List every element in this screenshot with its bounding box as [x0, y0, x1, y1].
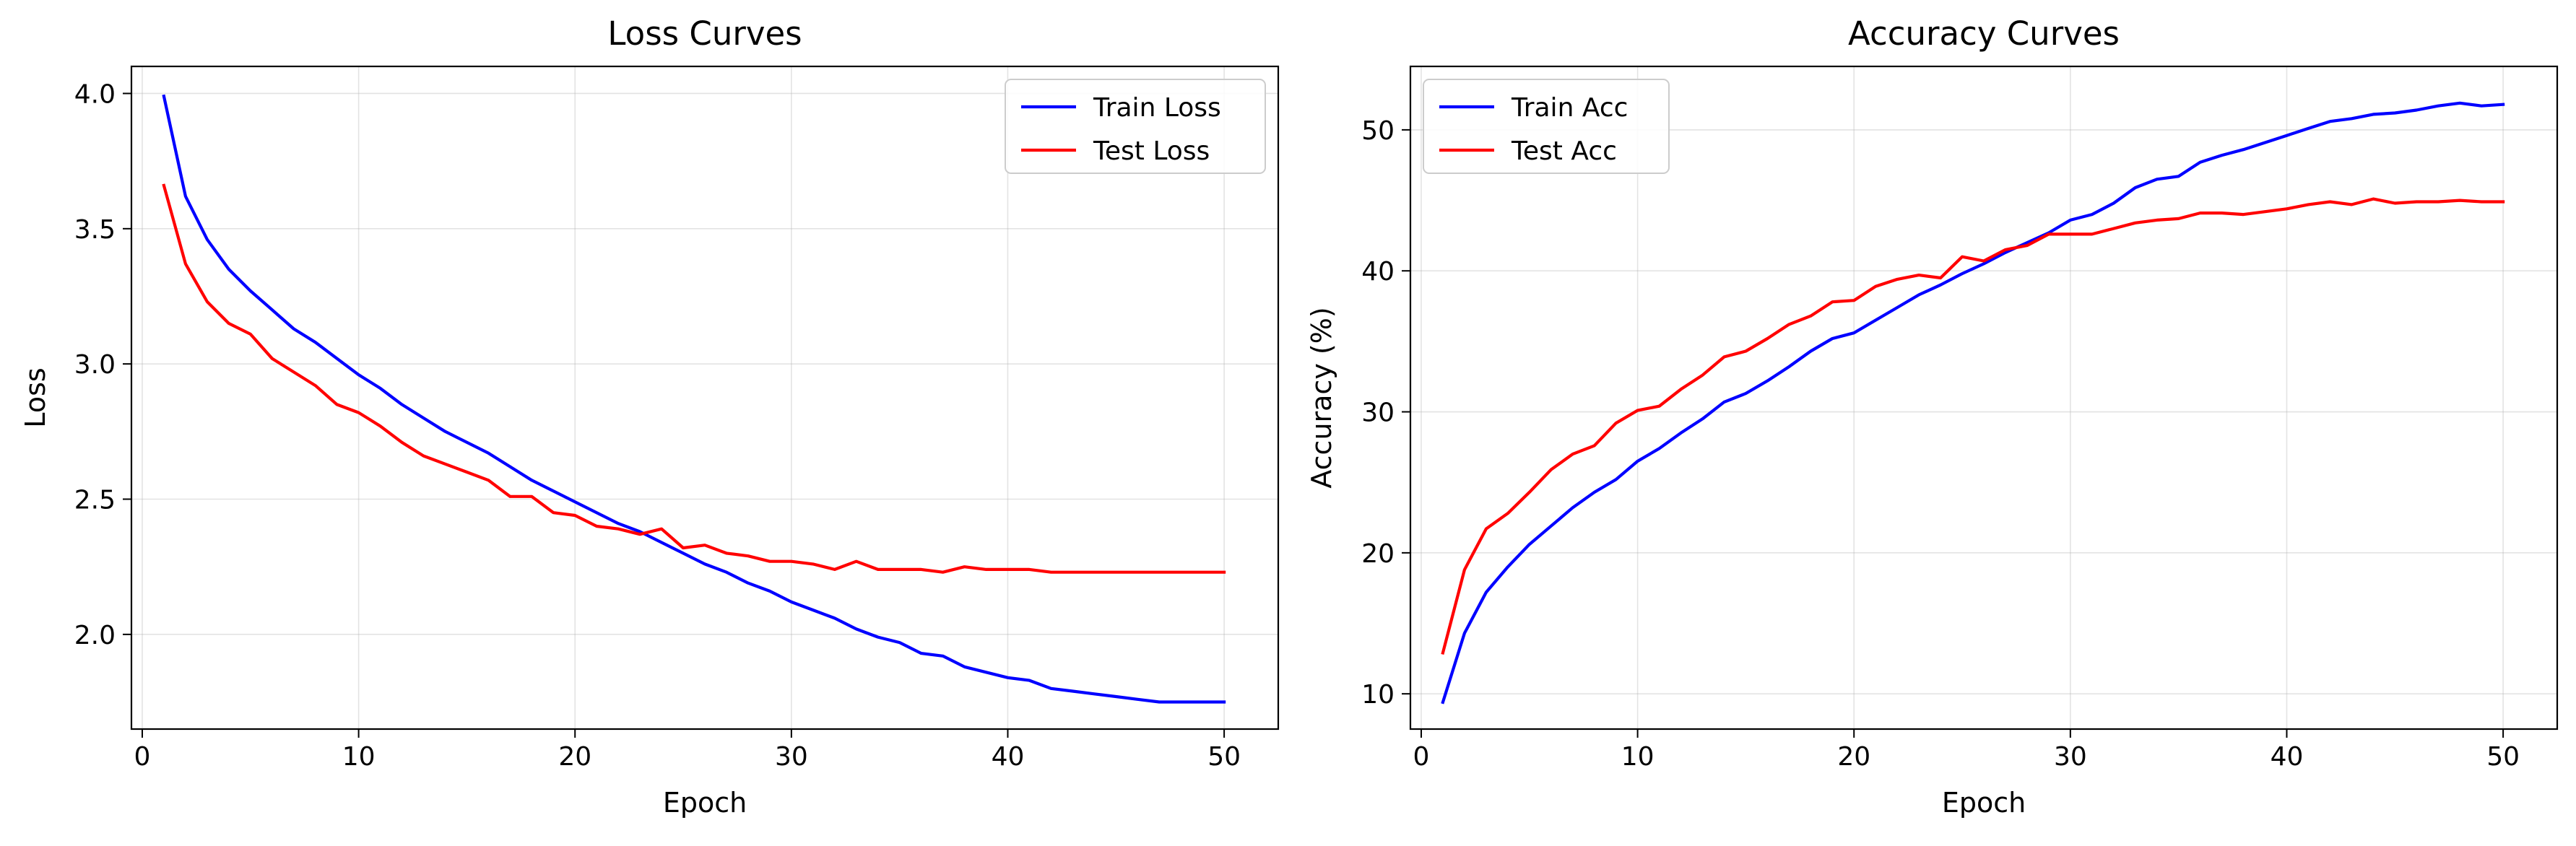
series-line-test [1441, 197, 2505, 655]
x-axis-label: Epoch [663, 787, 747, 819]
chart-1: 0 10 20 30 40 50 2.0 2.5 3.0 3.5 4.0 Loss Curves Epo… [19, 14, 1280, 819]
y-tick-label: 3.5 [74, 215, 116, 245]
y-tick-label: 10 [1361, 680, 1395, 710]
y-tick-label: 2.5 [74, 486, 116, 515]
y-tick-label: 3.0 [74, 350, 116, 380]
y-tick-label: 30 [1361, 398, 1395, 428]
chart-title: Accuracy Curves [1848, 14, 2120, 53]
x-tick-label: 50 [1207, 742, 1241, 772]
x-tick-label: 30 [2054, 742, 2087, 772]
y-axis-label: Loss [19, 367, 51, 427]
legend: Train Loss Test Loss [1005, 79, 1266, 174]
plot-frame [1409, 65, 2559, 731]
y-tick-label: 40 [1361, 257, 1395, 287]
x-tick-label: 10 [1621, 742, 1655, 772]
y-tick-label: 20 [1361, 539, 1395, 569]
plot-frame [130, 65, 1280, 731]
x-tick-label: 40 [2271, 742, 2304, 772]
y-tick-label: 4.0 [74, 79, 116, 109]
y-axis-label: Accuracy (%) [1306, 307, 1337, 488]
y-tick-label: 2.0 [74, 621, 116, 650]
x-tick-label: 0 [1413, 742, 1430, 772]
x-tick-label: 0 [134, 742, 151, 772]
chart-title: Loss Curves [607, 14, 802, 53]
x-tick-label: 50 [2486, 742, 2520, 772]
series-line-train [162, 94, 1226, 704]
x-tick-label: 30 [775, 742, 808, 772]
chart-2: 0 10 20 30 40 50 10 20 30 40 50 Accuracy Curves Epoc… [1306, 14, 2559, 819]
x-tick-label: 10 [342, 742, 376, 772]
x-tick-label: 40 [992, 742, 1025, 772]
legend-label: Train Acc [1511, 93, 1628, 123]
x-tick-label: 20 [558, 742, 591, 772]
legend-label: Test Acc [1511, 136, 1617, 166]
series-line-test [162, 183, 1226, 574]
legend-label: Test Loss [1093, 136, 1210, 166]
y-tick-label: 50 [1361, 116, 1395, 146]
legend: Train Acc Test Acc [1423, 79, 1670, 174]
legend-label: Train Loss [1093, 93, 1221, 123]
x-axis-label: Epoch [1942, 787, 2026, 819]
x-tick-label: 20 [1837, 742, 1870, 772]
series-line-train [1441, 101, 2505, 705]
